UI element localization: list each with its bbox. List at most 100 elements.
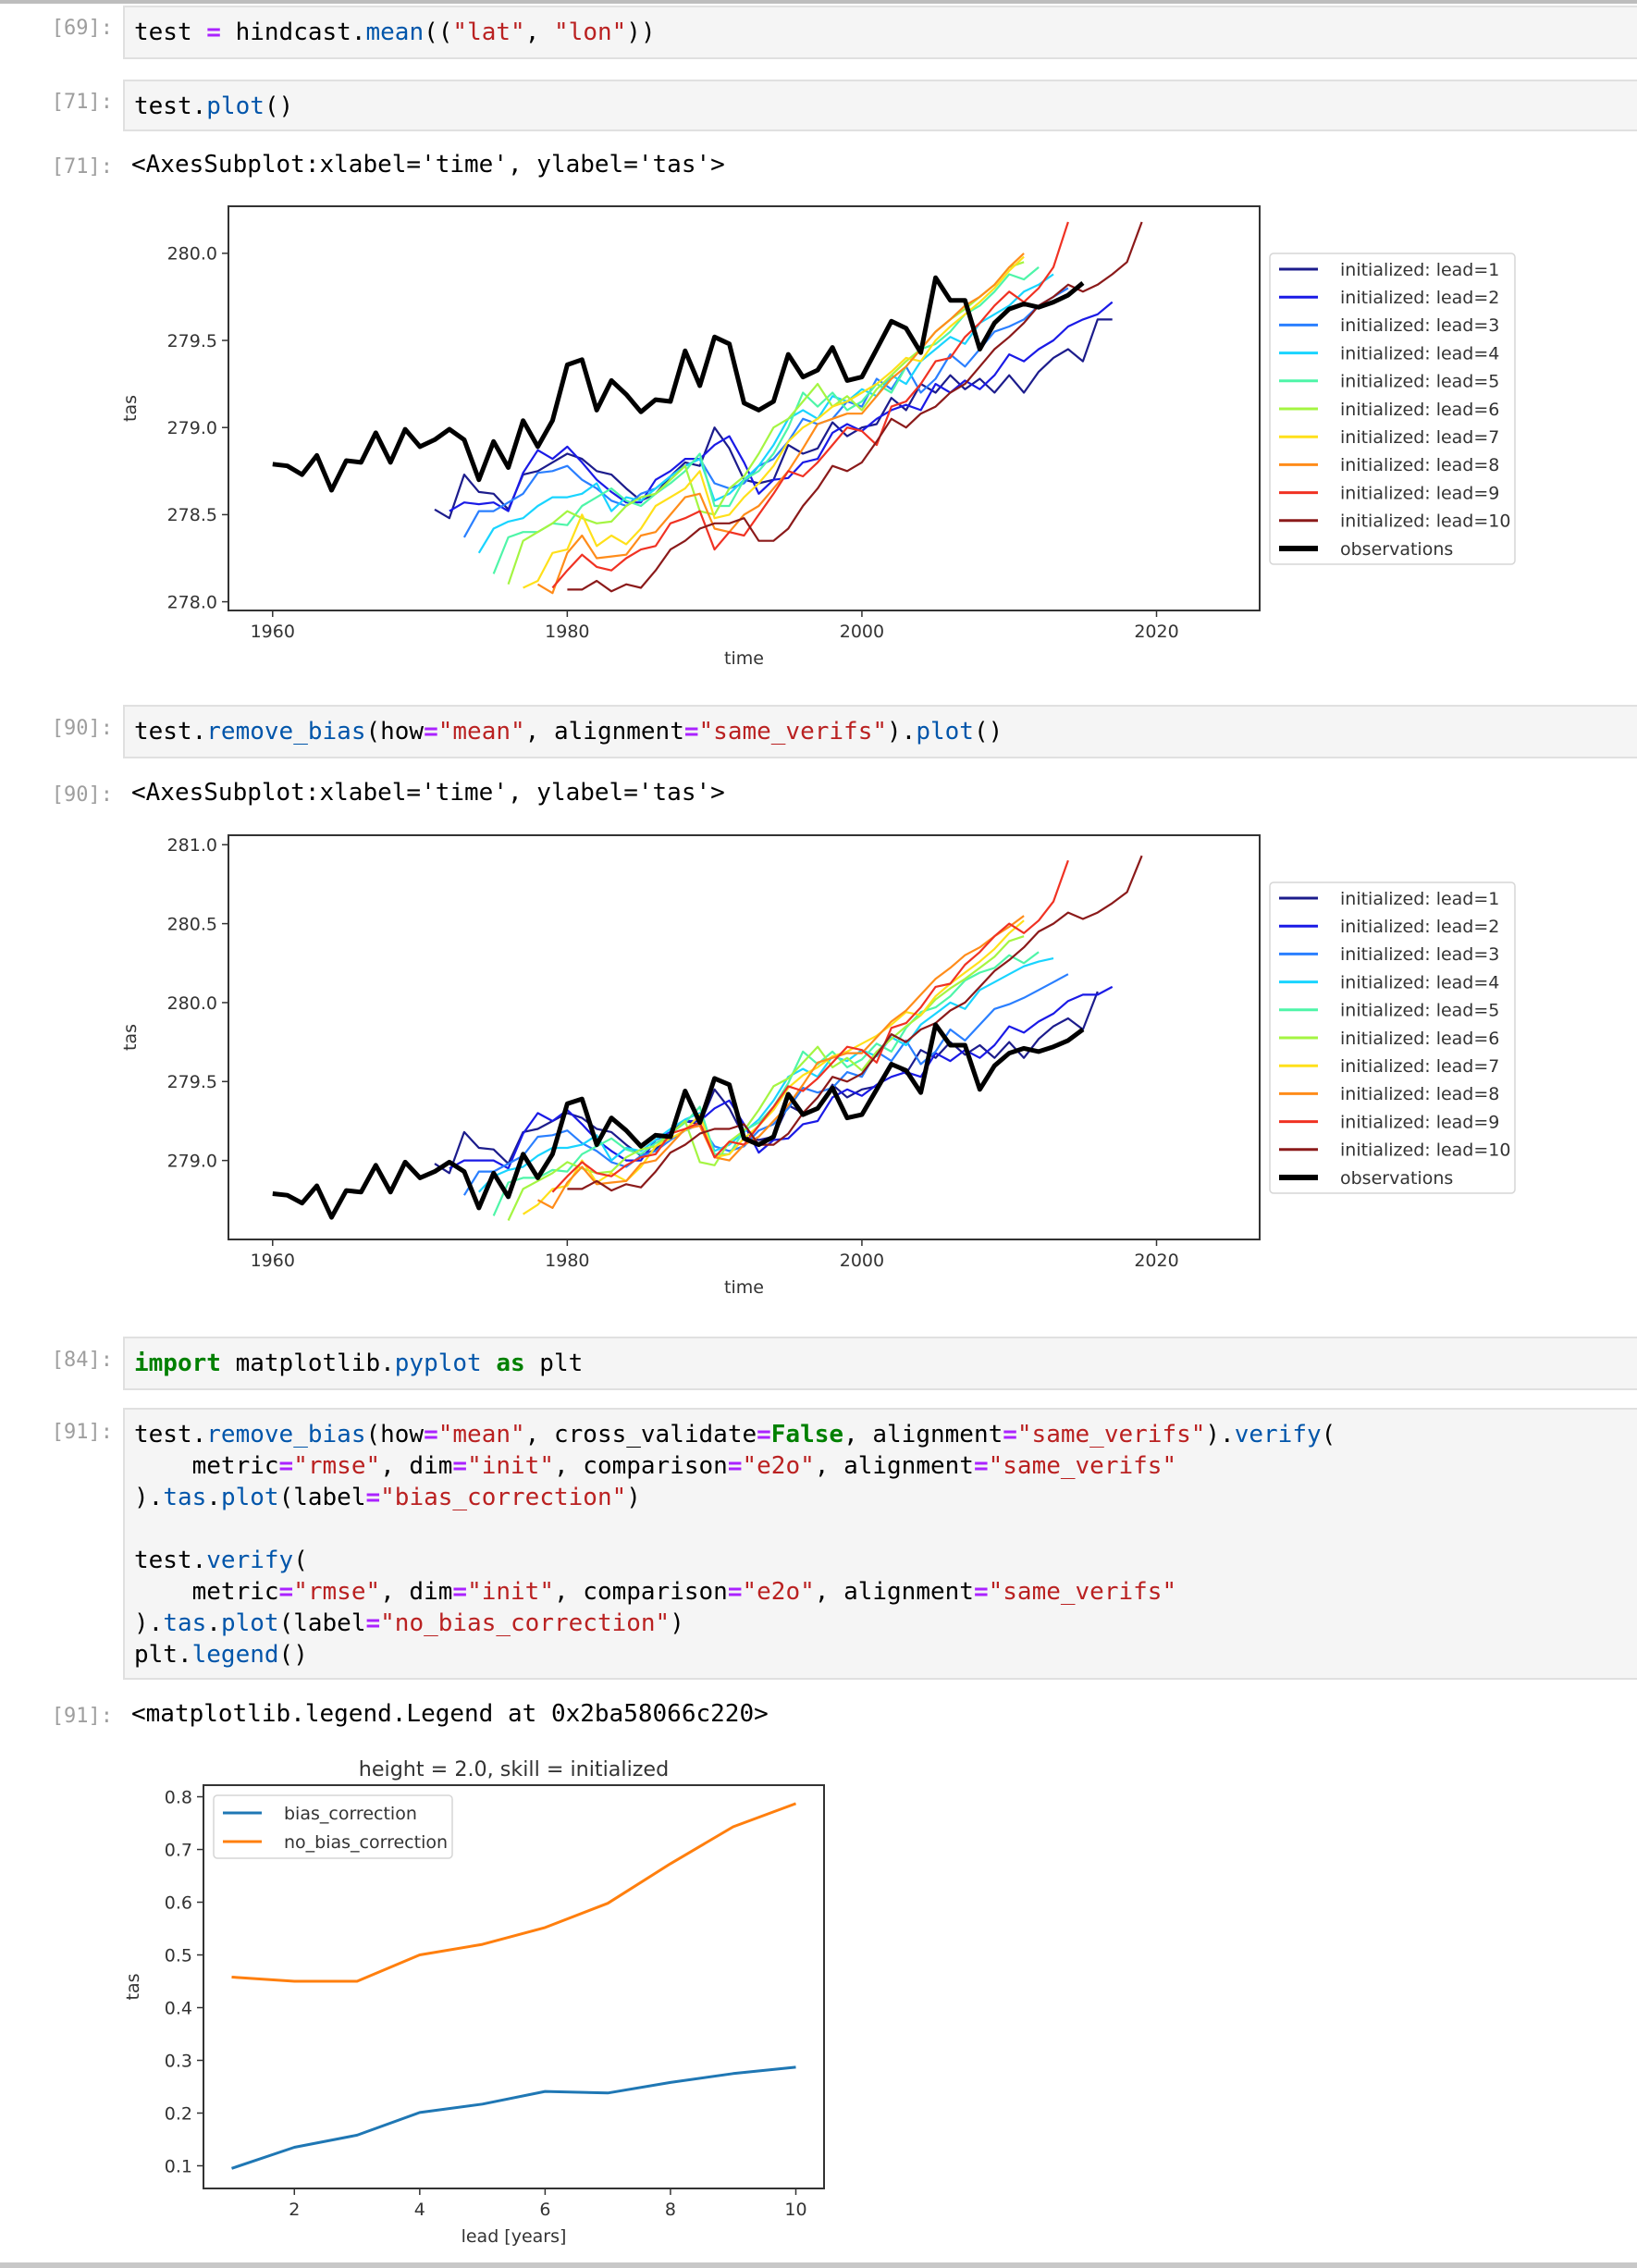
- x-tick-label: 2000: [840, 1251, 884, 1271]
- legend-label: initialized: lead=1: [1340, 260, 1499, 280]
- x-tick-label: 2020: [1134, 1251, 1178, 1271]
- y-tick-label: 279.5: [167, 1072, 217, 1092]
- x-tick-label: 2020: [1134, 622, 1178, 642]
- legend-label: initialized: lead=7: [1340, 1056, 1499, 1077]
- legend-label: initialized: lead=9: [1340, 1112, 1499, 1132]
- legend-label: initialized: lead=6: [1340, 400, 1499, 420]
- x-tick-label: 2: [289, 2200, 300, 2220]
- y-axis-label: tas: [120, 1024, 141, 1051]
- input-prompt: [69]:: [51, 17, 113, 40]
- y-tick-label: 0.3: [165, 2051, 192, 2071]
- series-line: [551, 859, 1069, 1193]
- axes-frame: [203, 1784, 825, 2189]
- legend: initialized: lead=1 initialized: lead=2 in…: [1269, 881, 1516, 1194]
- legend-label: initialized: lead=3: [1340, 944, 1499, 965]
- code-editor[interactable]: test = hindcast.mean(("lat", "lon")): [134, 18, 656, 46]
- input-prompt: [90]:: [51, 717, 113, 740]
- series-line: [272, 1022, 1085, 1220]
- legend-label: observations: [1340, 539, 1453, 560]
- y-tick-label: 279.0: [167, 1151, 217, 1171]
- notebook-top-border: [0, 0, 1637, 4]
- series-line: [231, 1802, 797, 1983]
- y-tick-label: 278.0: [167, 592, 217, 612]
- x-axis-label: lead [years]: [462, 2226, 567, 2247]
- output-prompt: [71]:: [51, 155, 113, 179]
- axes-frame: [228, 834, 1261, 1240]
- legend-label: initialized: lead=7: [1340, 427, 1499, 448]
- legend-label: initialized: lead=2: [1340, 917, 1499, 937]
- series-line: [523, 919, 1025, 1215]
- code-cell-91[interactable]: test.remove_bias(how="mean", cross_valid…: [123, 1408, 1637, 1680]
- y-tick-label: 281.0: [167, 835, 217, 856]
- x-tick-label: 1980: [545, 1251, 589, 1271]
- input-prompt: [84]:: [51, 1349, 113, 1372]
- legend-label: initialized: lead=2: [1340, 288, 1499, 308]
- legend-label: initialized: lead=1: [1340, 889, 1499, 909]
- code-cell-84[interactable]: import matplotlib.pyplot as plt: [123, 1337, 1637, 1390]
- legend-label: initialized: lead=3: [1340, 315, 1499, 336]
- chart-title: height = 2.0, skill = initialized: [359, 1757, 669, 1781]
- legend-label: no_bias_correction: [284, 1832, 448, 1853]
- series-line: [567, 221, 1143, 593]
- legend: initialized: lead=1 initialized: lead=2 in…: [1269, 253, 1516, 565]
- y-tick-label: 280.5: [167, 914, 217, 934]
- series-line: [272, 275, 1085, 493]
- legend-label: initialized: lead=4: [1340, 972, 1499, 992]
- y-tick-label: 0.2: [165, 2103, 192, 2124]
- series-line: [551, 221, 1069, 589]
- x-axis-label: time: [724, 648, 764, 669]
- x-tick-label: 6: [539, 2200, 550, 2220]
- x-axis-label: time: [724, 1277, 764, 1298]
- input-prompt: [91]:: [51, 1421, 113, 1444]
- y-axis-label: tas: [120, 395, 141, 422]
- x-tick-label: 10: [784, 2200, 806, 2220]
- y-tick-label: 0.7: [165, 1840, 192, 1860]
- legend-label: initialized: lead=5: [1340, 372, 1499, 392]
- legend-label: initialized: lead=8: [1340, 1084, 1499, 1104]
- input-prompt: [71]:: [51, 91, 113, 114]
- chart-hindcast-bias-removed: 279.0 279.5 280.0 280.5 281.0 1960 1980 2000 202…: [120, 834, 1516, 1298]
- code-editor[interactable]: import matplotlib.pyplot as plt: [134, 1350, 584, 1377]
- y-tick-label: 0.5: [165, 1945, 192, 1966]
- output-prompt: [90]:: [51, 783, 113, 807]
- x-tick-label: 1960: [251, 1251, 295, 1271]
- legend-label: initialized: lead=9: [1340, 483, 1499, 503]
- y-tick-label: 280.0: [167, 244, 217, 265]
- x-tick-label: 1980: [545, 622, 589, 642]
- y-tick-label: 0.6: [165, 1892, 192, 1913]
- y-tick-label: 279.5: [167, 331, 217, 351]
- series-line: [567, 855, 1143, 1192]
- legend-label: initialized: lead=5: [1340, 1001, 1499, 1021]
- y-tick-label: 0.8: [165, 1787, 192, 1807]
- code-editor[interactable]: test.remove_bias(how="mean", alignment="…: [134, 718, 1003, 746]
- code-editor[interactable]: test.remove_bias(how="mean", cross_valid…: [134, 1421, 1336, 1669]
- code-cell-71[interactable]: test.plot(): [123, 80, 1637, 131]
- legend-label: initialized: lead=8: [1340, 455, 1499, 475]
- code-editor[interactable]: test.plot(): [134, 92, 294, 120]
- y-axis-label: tas: [123, 1974, 143, 2001]
- output-prompt: [91]:: [51, 1705, 113, 1728]
- series-line: [462, 973, 1069, 1196]
- legend-label: observations: [1340, 1168, 1453, 1189]
- output-text: <AxesSubplot:xlabel='time', ylabel='tas'…: [131, 779, 725, 807]
- series-line: [477, 273, 1054, 554]
- axes-frame: [228, 205, 1261, 611]
- x-tick-label: 4: [414, 2200, 425, 2220]
- y-tick-label: 278.5: [167, 505, 217, 525]
- y-tick-label: 279.0: [167, 418, 217, 438]
- series-line: [492, 266, 1040, 574]
- series-line: [536, 253, 1025, 595]
- x-tick-label: 8: [665, 2200, 676, 2220]
- y-tick-label: 0.4: [165, 1998, 192, 2018]
- legend-label: initialized: lead=10: [1340, 1140, 1510, 1161]
- code-cell-90[interactable]: test.remove_bias(how="mean", alignment="…: [123, 705, 1637, 758]
- chart-hindcast-raw: 278.0 278.5 279.0 279.5 280.0 1960 1980 2000 202…: [120, 205, 1516, 669]
- notebook-bottom-border: [0, 2262, 1637, 2268]
- legend-label: bias_correction: [284, 1804, 417, 1824]
- legend-label: initialized: lead=10: [1340, 512, 1510, 532]
- legend-label: initialized: lead=4: [1340, 343, 1499, 364]
- code-cell-69[interactable]: test = hindcast.mean(("lat", "lon")): [123, 6, 1637, 59]
- x-tick-label: 2000: [840, 622, 884, 642]
- y-tick-label: 0.1: [165, 2156, 192, 2176]
